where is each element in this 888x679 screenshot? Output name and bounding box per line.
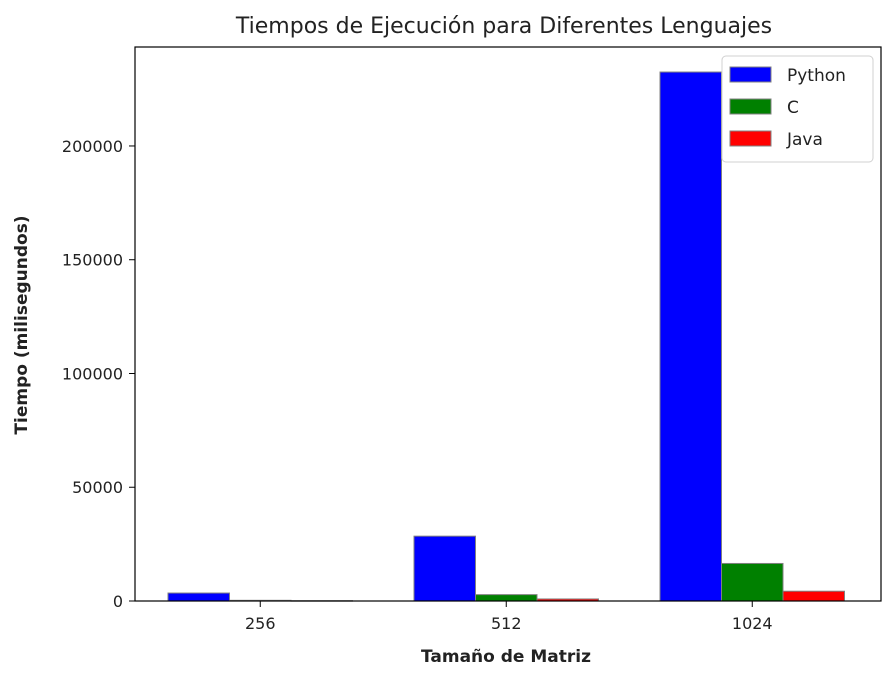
legend-swatch-java [729, 130, 772, 147]
legend-swatch-python [729, 66, 772, 83]
bar-c-512 [475, 594, 538, 602]
y-tick-label: 150000 [62, 251, 123, 270]
y-tick-label: 50000 [72, 478, 123, 497]
bar-python-512 [413, 535, 476, 602]
bar-python-1024 [659, 71, 722, 602]
x-tick-label: 256 [245, 614, 276, 633]
bar-c-1024 [721, 562, 784, 602]
legend-label-python: Python [787, 66, 846, 86]
plot-frame [134, 46, 882, 602]
y-ticks-group: 0 50000 100000 150000 200000 [62, 137, 135, 611]
legend-label-c: C [787, 98, 799, 118]
bar-java-1024 [782, 590, 845, 602]
legend: Python C Java [721, 55, 874, 163]
chart-title: Tiempos de Ejecución para Diferentes Len… [235, 14, 772, 39]
y-tick-label: 0 [113, 592, 123, 611]
x-tick-label: 512 [491, 614, 522, 633]
y-axis-label: Tiempo (milisegundos) [12, 215, 32, 434]
legend-swatch-c [729, 98, 772, 115]
x-axis-label: Tamaño de Matriz [421, 647, 591, 667]
x-ticks-group: 256 512 1024 [245, 601, 773, 633]
legend-label-java: Java [786, 130, 823, 150]
x-tick-label: 1024 [732, 614, 773, 633]
bar-python-256 [167, 592, 230, 602]
y-tick-label: 100000 [62, 364, 123, 383]
y-tick-label: 200000 [62, 137, 123, 156]
